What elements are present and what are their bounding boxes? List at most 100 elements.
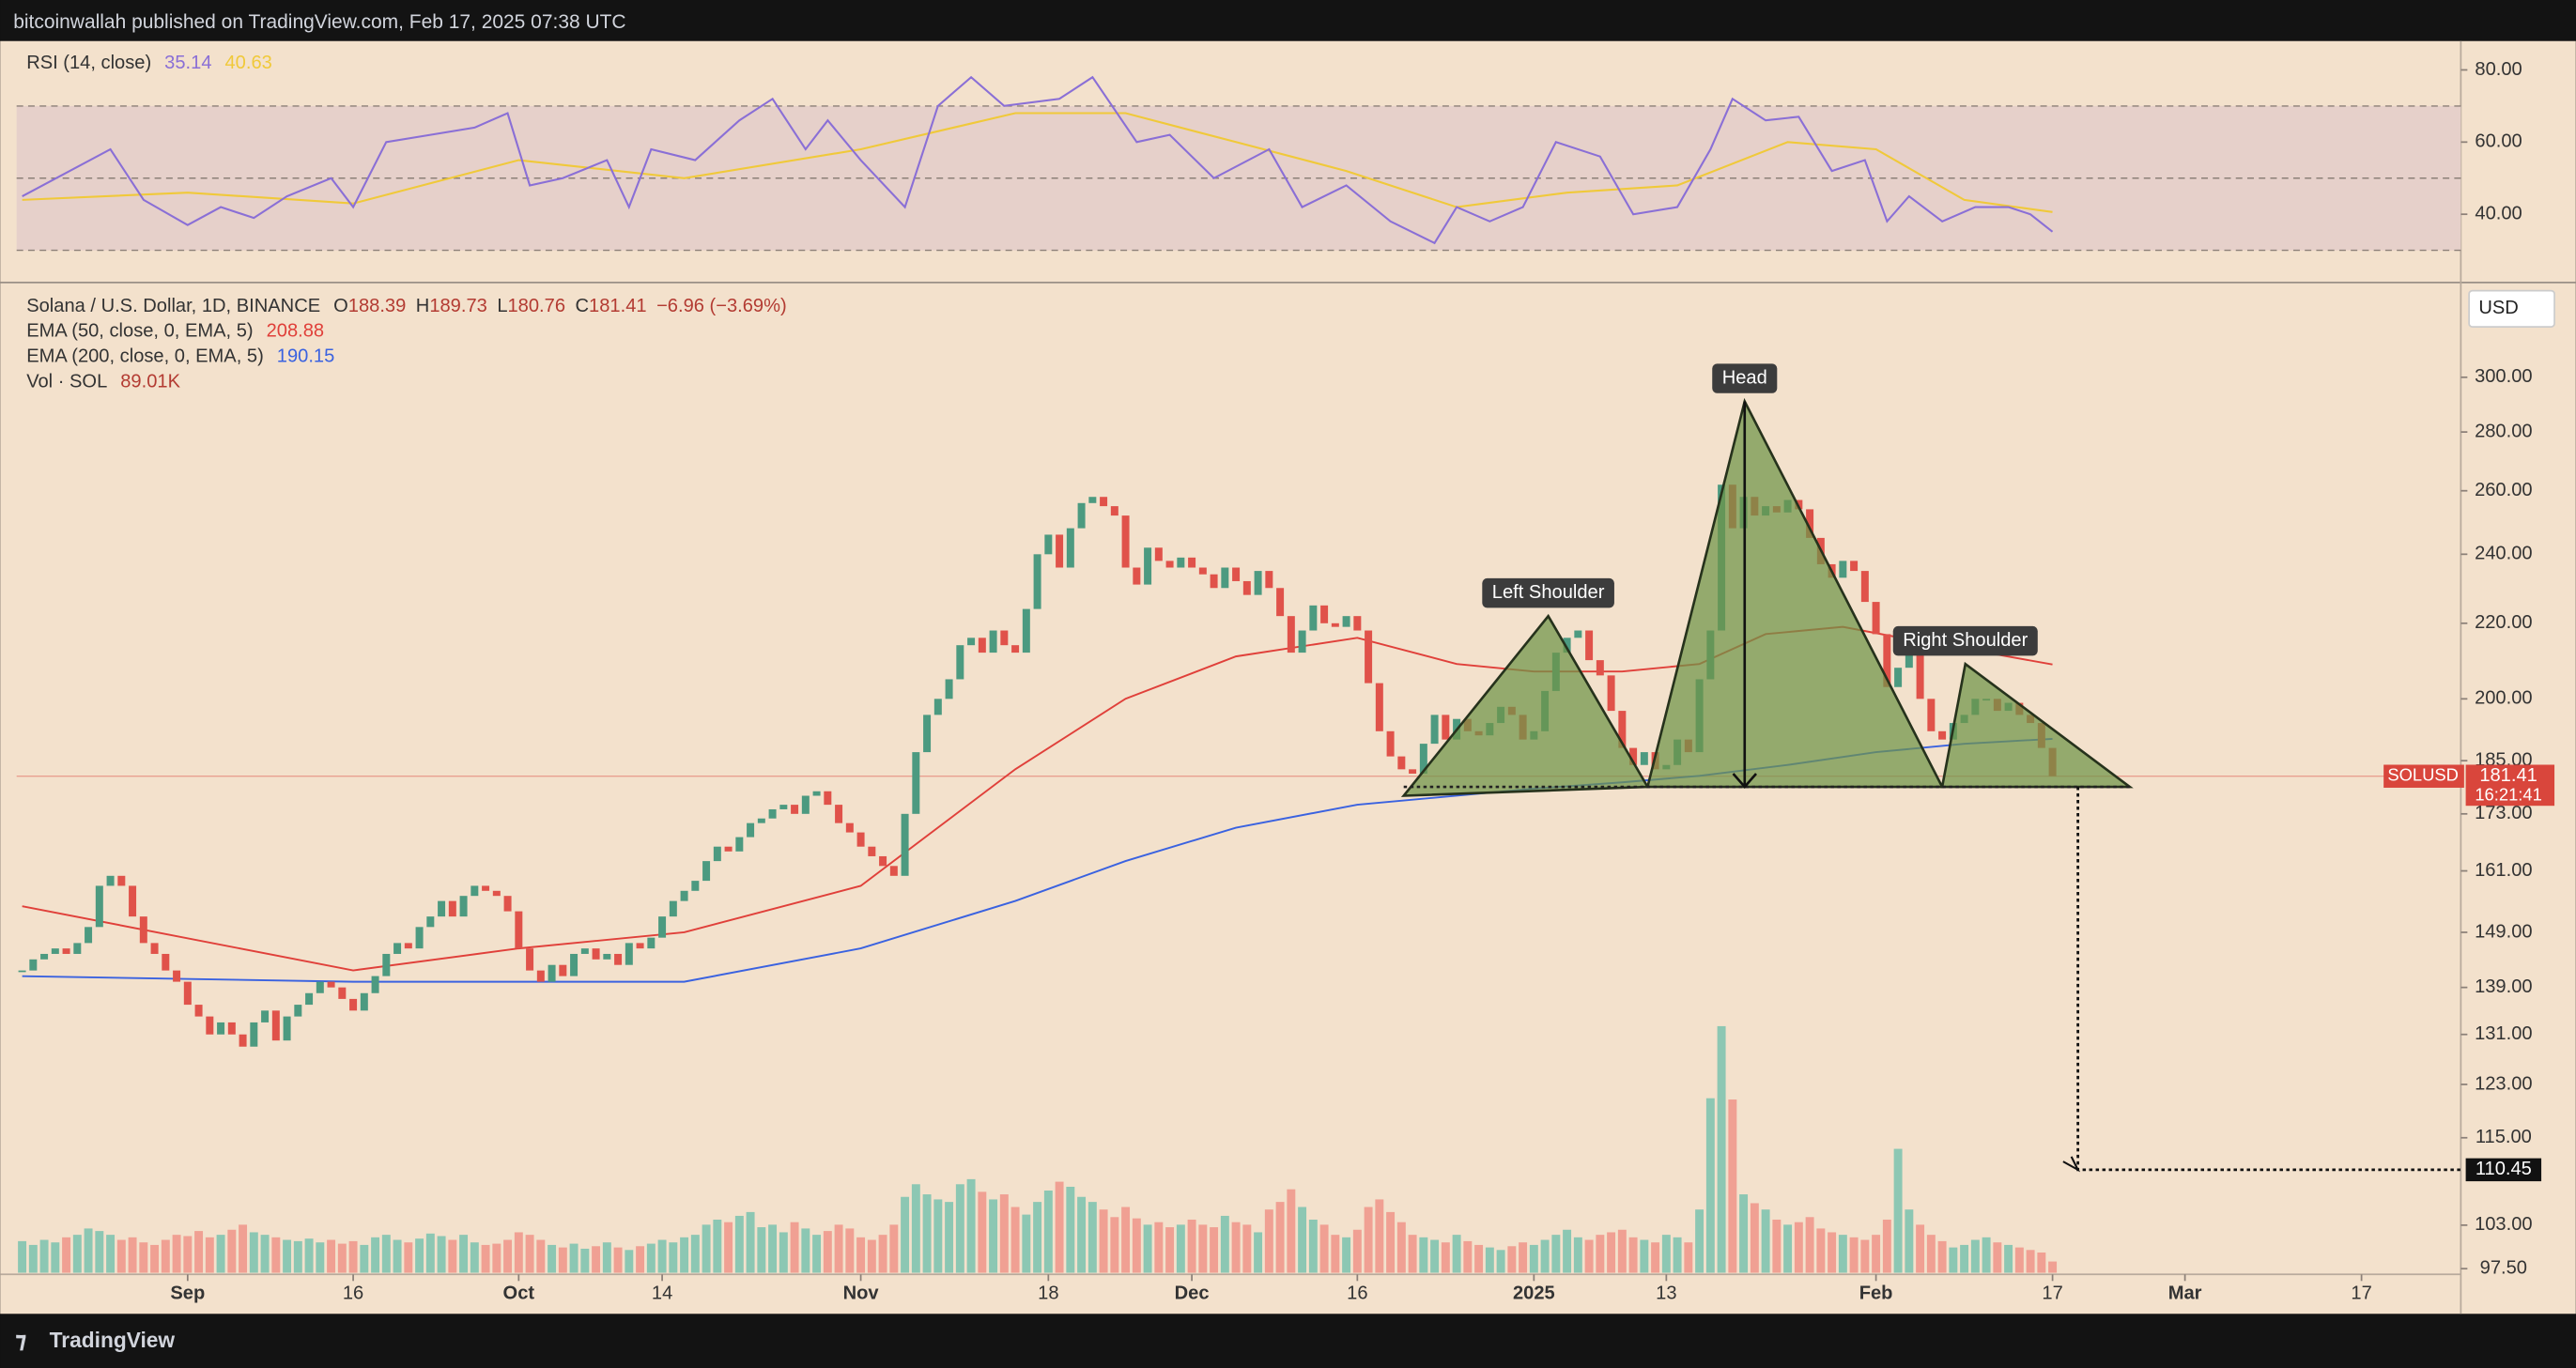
candle-body: [1419, 744, 1427, 774]
candle-body: [570, 953, 578, 976]
head-arrow-tip: [1732, 773, 1757, 790]
candle-body: [1309, 605, 1318, 631]
candle-body: [29, 959, 38, 971]
volume-bar: [690, 1235, 700, 1273]
candle-body: [801, 795, 810, 814]
x-tick-label: 16: [1347, 1283, 1367, 1304]
volume-bar: [1331, 1235, 1340, 1273]
volume-bar: [1728, 1099, 1737, 1273]
volume-bar: [503, 1239, 513, 1273]
volume-bar: [1584, 1239, 1594, 1273]
volume-bar: [878, 1235, 887, 1273]
volume-bar: [1254, 1232, 1263, 1273]
candle-body: [1022, 608, 1030, 653]
volume-bar: [1342, 1237, 1351, 1273]
candle-body: [1066, 528, 1074, 568]
candle-body: [73, 943, 82, 954]
candle-body: [349, 998, 358, 1011]
ema-name: EMA (200, close, 0, EMA, 5): [26, 346, 264, 367]
candle-body: [1872, 602, 1880, 635]
volume-bar: [348, 1240, 358, 1273]
volume-bar: [1772, 1219, 1782, 1273]
candle-body: [106, 875, 115, 886]
volume-bar: [514, 1232, 523, 1273]
volume-bar: [239, 1224, 248, 1273]
volume-bar: [945, 1202, 954, 1273]
candle-body: [1629, 747, 1638, 765]
candle-body: [194, 1005, 203, 1017]
rsi-legend: RSI (14, close) 35.14 40.63: [26, 54, 272, 74]
candle-body: [1365, 630, 1373, 684]
volume-bar: [393, 1239, 402, 1273]
volume-bar: [1651, 1242, 1660, 1273]
volume-bar: [1849, 1237, 1859, 1273]
rsi-value: 40.63: [225, 54, 272, 74]
candle-body: [1077, 502, 1086, 529]
volume-bar: [1474, 1244, 1484, 1273]
candle-body: [636, 943, 644, 949]
volume-bar: [128, 1237, 137, 1273]
volume-bar: [955, 1184, 964, 1273]
change: −6.96 (−3.69%): [656, 296, 787, 316]
price-legend: Solana / U.S. Dollar, 1D, BINANCE O188.39…: [26, 296, 787, 316]
candle-body: [1916, 638, 1924, 699]
candle-body: [1894, 668, 1903, 687]
volume-bar: [657, 1239, 667, 1273]
y-tick-label: 115.00: [2476, 1127, 2532, 1147]
volume-bar: [1893, 1148, 1903, 1273]
volume-bar: [845, 1228, 855, 1273]
candle-body: [658, 916, 667, 938]
candle-body: [680, 890, 688, 901]
volume-bar: [901, 1196, 910, 1273]
volume-bar: [1375, 1199, 1384, 1273]
candle-body: [989, 630, 997, 653]
candle-body: [1596, 660, 1604, 676]
candle-body: [856, 832, 865, 847]
volume-bar: [1860, 1239, 1870, 1273]
countdown-label: 16:21:41: [2475, 785, 2541, 805]
volume-bar: [28, 1244, 38, 1273]
candle-body: [129, 885, 137, 917]
symbol-title: Solana / U.S. Dollar, 1D, BINANCE: [26, 296, 320, 316]
volume-bar: [1926, 1235, 1936, 1273]
volume-bar: [106, 1235, 116, 1273]
volume-bar: [283, 1239, 292, 1273]
volume-bar: [437, 1236, 446, 1273]
volume-bar: [823, 1231, 832, 1273]
candle-body: [438, 900, 446, 917]
pattern-label: Head: [1722, 367, 1767, 388]
candle-body: [1850, 561, 1859, 572]
volume-bar: [1507, 1246, 1517, 1273]
volume-bar: [249, 1232, 258, 1273]
candle-body: [448, 900, 456, 917]
volume-bar: [72, 1235, 82, 1273]
candle-body: [1353, 616, 1362, 631]
candle-body: [183, 981, 192, 1006]
candle-body: [283, 1016, 291, 1041]
candle-body: [835, 805, 843, 823]
volume-bar: [1210, 1227, 1219, 1273]
candle-body: [470, 885, 479, 897]
volume-legend: Vol · SOL 89.01K: [26, 372, 180, 392]
candle-body: [536, 970, 545, 982]
candle-body: [580, 948, 589, 954]
rsi-tick-label: 40.00: [2475, 203, 2522, 223]
candle-body: [1409, 769, 1417, 774]
ohlc-value: 189.73: [429, 296, 487, 316]
volume-bar: [1705, 1098, 1715, 1273]
volume-bar: [1033, 1202, 1042, 1273]
rsi-line: [22, 112, 2053, 213]
candle-body: [812, 791, 821, 796]
volume-bar: [669, 1242, 678, 1273]
volume-bar: [1198, 1224, 1208, 1273]
volume-bar: [1087, 1202, 1097, 1273]
x-tick-label: Feb: [1859, 1283, 1893, 1304]
volume-bar: [1949, 1247, 1958, 1273]
candle-body: [1938, 730, 1947, 740]
chart-area: [0, 40, 2576, 1314]
candle-body: [261, 1010, 270, 1022]
candle-body: [1320, 605, 1329, 623]
ohlc-key: H: [416, 296, 430, 316]
y-tick-label: 161.00: [2475, 860, 2533, 881]
ohlc-value: 181.41: [589, 296, 647, 316]
